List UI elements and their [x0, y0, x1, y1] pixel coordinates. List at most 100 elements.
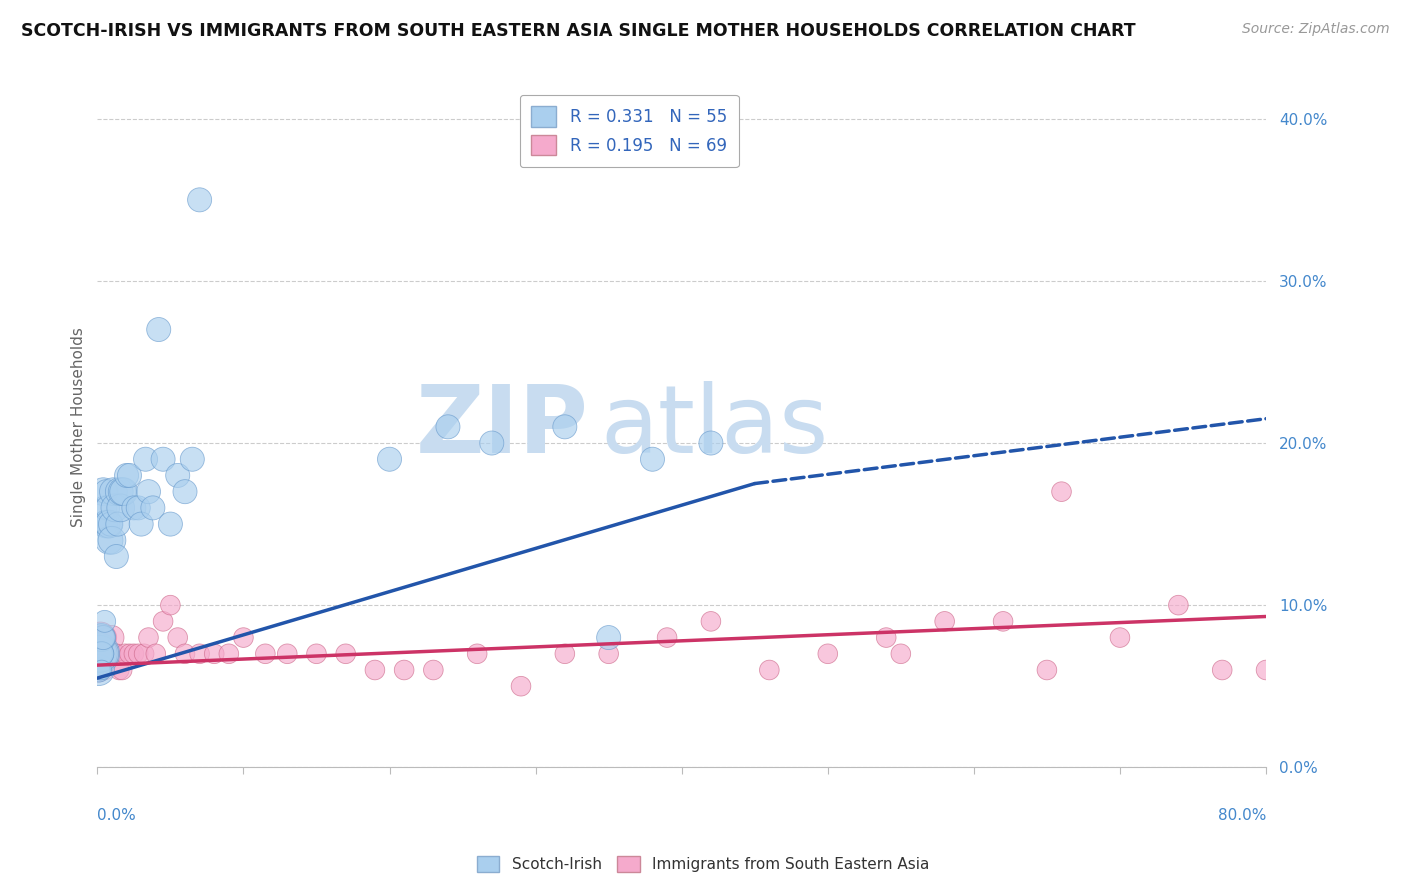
Point	[188, 647, 211, 661]
Text: 80.0%: 80.0%	[1218, 808, 1265, 823]
Point	[758, 663, 780, 677]
Point	[90, 647, 112, 661]
Point	[93, 615, 115, 629]
Point	[87, 663, 110, 677]
Text: Source: ZipAtlas.com: Source: ZipAtlas.com	[1241, 22, 1389, 37]
Point	[107, 517, 129, 532]
Point	[89, 663, 111, 677]
Point	[152, 452, 174, 467]
Point	[111, 663, 134, 677]
Point	[152, 615, 174, 629]
Point	[138, 484, 160, 499]
Point	[105, 647, 128, 661]
Point	[232, 631, 254, 645]
Point	[97, 500, 120, 515]
Point	[132, 647, 155, 661]
Point	[1050, 484, 1073, 499]
Point	[145, 647, 167, 661]
Point	[700, 615, 723, 629]
Point	[93, 663, 115, 677]
Text: ZIP: ZIP	[415, 381, 588, 473]
Point	[97, 647, 120, 661]
Legend: Scotch-Irish, Immigrants from South Eastern Asia: Scotch-Irish, Immigrants from South East…	[468, 848, 938, 880]
Point	[98, 647, 121, 661]
Point	[93, 647, 115, 661]
Point	[103, 484, 125, 499]
Point	[104, 647, 127, 661]
Point	[100, 647, 122, 661]
Point	[305, 647, 328, 661]
Point	[90, 663, 112, 677]
Point	[87, 647, 110, 661]
Point	[108, 663, 131, 677]
Point	[392, 663, 415, 677]
Point	[87, 663, 110, 677]
Text: 0.0%: 0.0%	[97, 808, 136, 823]
Point	[481, 436, 503, 450]
Point	[166, 631, 188, 645]
Point	[98, 517, 121, 532]
Point	[148, 322, 170, 336]
Point	[118, 468, 141, 483]
Point	[90, 631, 112, 645]
Point	[94, 484, 117, 499]
Point	[93, 631, 115, 645]
Point	[98, 647, 121, 661]
Point	[254, 647, 277, 661]
Point	[89, 647, 111, 661]
Point	[118, 647, 141, 661]
Point	[1109, 631, 1132, 645]
Point	[641, 452, 664, 467]
Point	[174, 484, 197, 499]
Point	[93, 517, 115, 532]
Point	[91, 647, 114, 661]
Point	[100, 517, 122, 532]
Point	[122, 500, 145, 515]
Point	[98, 533, 121, 548]
Point	[335, 647, 357, 661]
Point	[202, 647, 225, 661]
Point	[875, 631, 897, 645]
Point	[276, 647, 298, 661]
Point	[90, 647, 112, 661]
Point	[127, 500, 149, 515]
Point	[181, 452, 204, 467]
Point	[112, 484, 135, 499]
Point	[510, 679, 533, 693]
Point	[111, 484, 134, 499]
Legend: R = 0.331   N = 55, R = 0.195   N = 69: R = 0.331 N = 55, R = 0.195 N = 69	[520, 95, 738, 167]
Point	[364, 663, 387, 677]
Point	[104, 500, 127, 515]
Point	[129, 517, 152, 532]
Point	[89, 647, 111, 661]
Point	[97, 647, 120, 661]
Point	[105, 549, 128, 564]
Point	[101, 631, 124, 645]
Point	[700, 436, 723, 450]
Point	[890, 647, 912, 661]
Point	[598, 647, 620, 661]
Point	[87, 663, 110, 677]
Point	[174, 647, 197, 661]
Point	[91, 631, 114, 645]
Y-axis label: Single Mother Households: Single Mother Households	[72, 326, 86, 527]
Point	[554, 419, 576, 434]
Point	[437, 419, 460, 434]
Point	[114, 647, 136, 661]
Point	[817, 647, 839, 661]
Point	[89, 663, 111, 677]
Point	[218, 647, 240, 661]
Point	[91, 484, 114, 499]
Point	[1211, 663, 1233, 677]
Point	[991, 615, 1014, 629]
Point	[94, 631, 117, 645]
Point	[90, 631, 112, 645]
Point	[115, 468, 138, 483]
Point	[422, 663, 444, 677]
Point	[87, 647, 110, 661]
Point	[598, 631, 620, 645]
Text: SCOTCH-IRISH VS IMMIGRANTS FROM SOUTH EASTERN ASIA SINGLE MOTHER HOUSEHOLDS CORR: SCOTCH-IRISH VS IMMIGRANTS FROM SOUTH EA…	[21, 22, 1136, 40]
Point	[101, 533, 124, 548]
Point	[89, 647, 111, 661]
Point	[90, 647, 112, 661]
